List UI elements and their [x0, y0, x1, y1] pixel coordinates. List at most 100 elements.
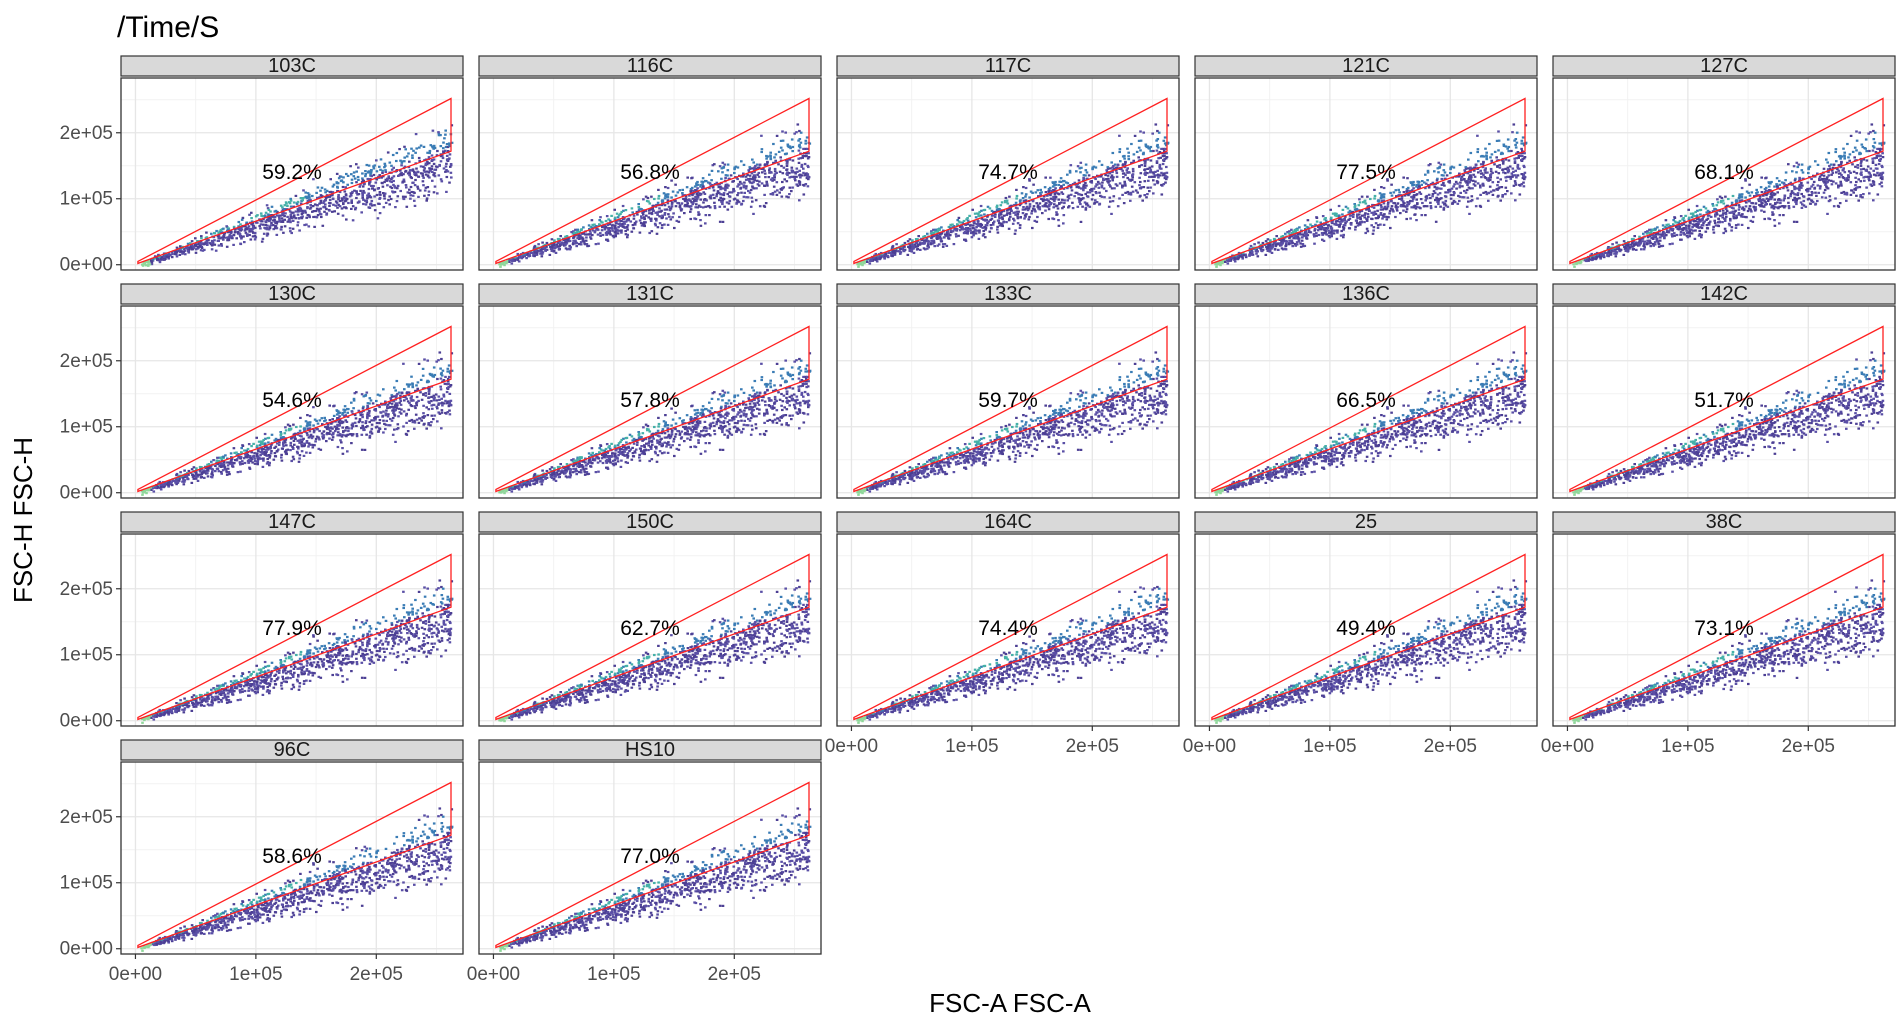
- density-point: [752, 181, 755, 184]
- density-point: [1163, 172, 1166, 175]
- density-point: [1443, 184, 1446, 187]
- density-point: [1085, 184, 1088, 187]
- density-point: [914, 241, 918, 244]
- density-point: [392, 191, 395, 194]
- density-point: [1513, 180, 1517, 183]
- density-point: [908, 248, 912, 251]
- density-point: [343, 197, 346, 200]
- density-point: [1399, 212, 1402, 215]
- density-point: [300, 217, 304, 220]
- density-point: [637, 206, 641, 209]
- density-point: [542, 246, 545, 249]
- density-point: [606, 227, 610, 230]
- density-point: [186, 246, 190, 249]
- density-point: [1496, 195, 1500, 198]
- density-point: [1479, 193, 1482, 196]
- density-point: [1679, 215, 1683, 218]
- density-point: [1053, 203, 1056, 206]
- density-point: [439, 155, 443, 158]
- density-point: [1048, 189, 1052, 192]
- density-point: [1082, 174, 1086, 177]
- density-point: [378, 197, 381, 200]
- density-point: [1051, 198, 1055, 201]
- density-point: [424, 162, 428, 165]
- density-point: [1351, 215, 1355, 218]
- density-point: [769, 151, 772, 154]
- density-point: [1453, 183, 1456, 186]
- density-point: [1074, 191, 1078, 194]
- density-point: [1062, 214, 1066, 217]
- density-point: [903, 245, 906, 248]
- density-point: [1485, 155, 1488, 158]
- density-point: [1839, 157, 1842, 160]
- density-point: [1462, 196, 1466, 199]
- density-point: [699, 185, 702, 188]
- facet-strip-label: 121C: [1342, 55, 1390, 77]
- density-point: [1121, 184, 1124, 187]
- density-point: [980, 214, 983, 217]
- density-point: [535, 251, 539, 254]
- density-point: [341, 214, 345, 217]
- density-point: [1356, 217, 1359, 220]
- density-point: [422, 169, 426, 172]
- density-point: [168, 253, 171, 257]
- density-point: [757, 175, 761, 178]
- density-point: [337, 194, 340, 197]
- density-point: [717, 170, 720, 173]
- density-points: [1214, 123, 1528, 268]
- density-point: [892, 249, 895, 253]
- density-point: [575, 231, 578, 235]
- density-point: [746, 178, 750, 181]
- density-point: [713, 207, 717, 210]
- density-point: [1157, 157, 1160, 160]
- density-point: [254, 226, 257, 229]
- density-point: [643, 221, 646, 224]
- density-point: [755, 163, 759, 166]
- density-point: [373, 189, 376, 192]
- density-point: [765, 157, 768, 160]
- density-point: [1392, 210, 1395, 213]
- density-point: [1091, 193, 1095, 197]
- density-point: [247, 225, 251, 228]
- density-point: [328, 195, 332, 198]
- density-point: [441, 156, 445, 160]
- density-point: [1413, 213, 1416, 216]
- density-point: [1061, 207, 1064, 210]
- density-point: [427, 156, 431, 159]
- density-point: [785, 162, 789, 165]
- density-point: [930, 236, 933, 239]
- density-point: [425, 197, 429, 200]
- density-point: [1044, 191, 1048, 194]
- density-point: [419, 172, 423, 175]
- density-point: [340, 197, 344, 200]
- density-point: [589, 236, 592, 239]
- density-point: [766, 161, 769, 164]
- density-point: [661, 214, 664, 217]
- density-point: [576, 237, 579, 240]
- density-point: [167, 255, 170, 258]
- density-point: [1015, 194, 1019, 198]
- density-point: [974, 232, 978, 235]
- density-point: [283, 215, 286, 218]
- density-point: [1055, 211, 1058, 214]
- density-point: [1067, 197, 1071, 200]
- density-point: [1477, 171, 1480, 174]
- density-point: [1295, 243, 1299, 246]
- density-point: [1382, 223, 1386, 226]
- density-point: [1120, 168, 1123, 171]
- density-point: [866, 258, 869, 261]
- density-point: [1156, 169, 1159, 172]
- density-point: [674, 183, 677, 186]
- density-point: [1090, 187, 1093, 191]
- density-point: [1053, 198, 1057, 201]
- density-point: [341, 199, 344, 202]
- density-point: [1865, 186, 1868, 189]
- density-point: [305, 197, 309, 200]
- density-point: [1449, 166, 1452, 169]
- density-point: [782, 166, 786, 169]
- density-point: [416, 171, 420, 174]
- density-point: [1165, 152, 1168, 155]
- density-point: [1014, 206, 1018, 209]
- density-point: [394, 186, 397, 189]
- density-point: [1421, 201, 1424, 205]
